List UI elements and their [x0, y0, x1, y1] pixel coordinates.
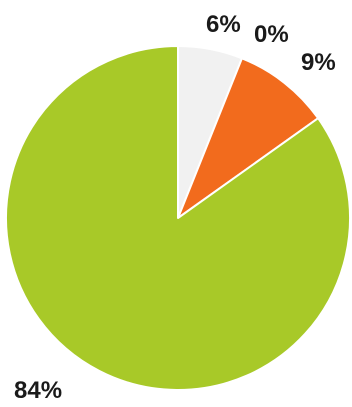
slice-label-9: 9%	[301, 49, 336, 76]
pie-slice-84	[5, 45, 351, 391]
slice-label-6: 6%	[206, 11, 241, 38]
pie-labels: 6% 0% 9% 84%	[14, 11, 336, 404]
pie-slice-9	[177, 57, 320, 219]
slice-label-0: 0%	[254, 21, 289, 48]
slice-label-84: 84%	[14, 377, 62, 404]
pie-slices	[5, 45, 351, 391]
